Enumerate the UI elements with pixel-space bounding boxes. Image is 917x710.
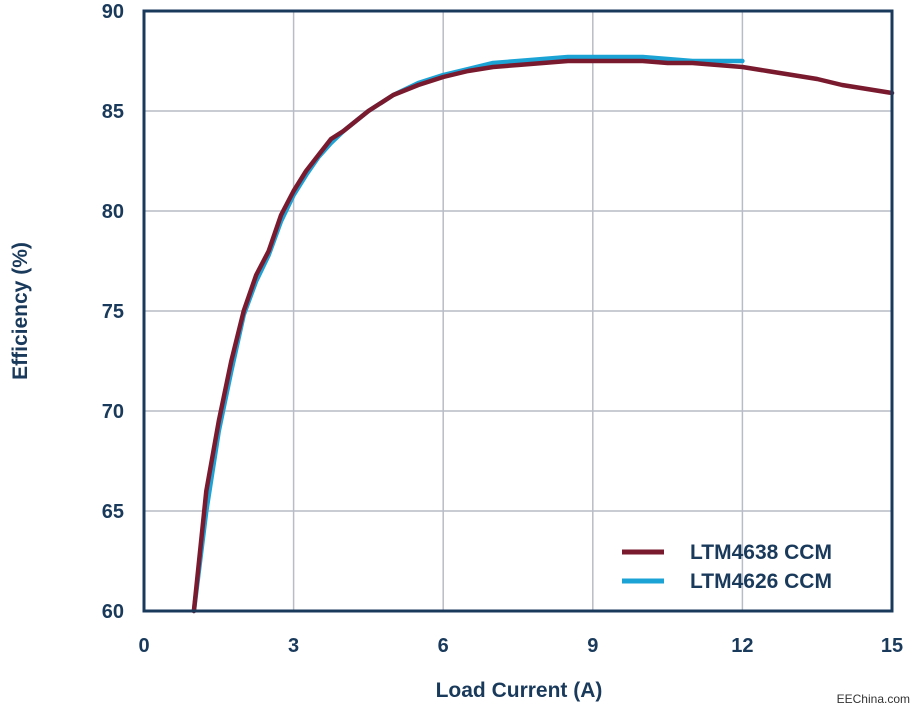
y-tick-label-80: 80	[102, 201, 124, 223]
x-axis-title: Load Current (A)	[436, 679, 603, 702]
data-series	[191, 54, 895, 614]
plot-frame	[142, 9, 894, 613]
x-tick-label-15: 15	[881, 635, 903, 657]
y-tick-label-60: 60	[102, 601, 124, 623]
y-tick-label-75: 75	[102, 301, 124, 323]
y-axis-title: Efficiency (%)	[9, 242, 32, 380]
legend: LTM4638 CCM LTM4626 CCM	[622, 541, 832, 593]
y-tick-labels: 60 65 70 75 80 85 90	[102, 1, 124, 623]
x-tick-label-3: 3	[288, 635, 299, 657]
x-tick-labels: 0 3 6 9 12 15	[138, 635, 903, 657]
legend-label-ltm4638: LTM4638 CCM	[690, 541, 832, 564]
x-tick-label-12: 12	[731, 635, 753, 657]
y-tick-label-90: 90	[102, 1, 124, 23]
legend-label-ltm4626: LTM4626 CCM	[690, 570, 832, 593]
grid-lines	[143, 10, 893, 612]
y-tick-label-85: 85	[102, 101, 124, 123]
y-tick-label-70: 70	[102, 401, 124, 423]
series-line-ltm4638	[191, 58, 895, 614]
x-tick-label-6: 6	[438, 635, 449, 657]
x-tick-label-9: 9	[587, 635, 598, 657]
watermark-text: EEChina.com	[837, 692, 910, 706]
series-line-ltm4626	[191, 54, 745, 614]
x-tick-label-0: 0	[138, 635, 149, 657]
y-tick-label-65: 65	[102, 501, 124, 523]
